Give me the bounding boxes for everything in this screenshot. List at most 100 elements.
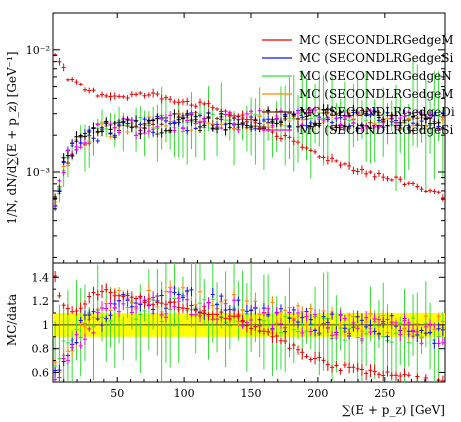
- main-mc1-point-33: [193, 103, 198, 110]
- main-mc1-point-84: [410, 181, 416, 186]
- ratio-mc4-point-74: [368, 308, 373, 319]
- ratio-mc4-point-0: [53, 357, 58, 366]
- ratio-mc6-point-10: [95, 309, 100, 315]
- main-mc6-point-6: [78, 145, 83, 150]
- main-data-point-87: [423, 113, 428, 124]
- legend-label-1: MC (SECONDLRGedgeSi: [299, 51, 453, 65]
- main-mc3-point-56: [291, 74, 296, 172]
- legend-label-3: MC (SECONDLRGedgeM: [299, 87, 454, 101]
- main-mc1-point-25: [159, 94, 164, 104]
- ratio-mc2-point-45: [244, 304, 249, 315]
- x-tick-label-4: 250: [374, 387, 395, 400]
- main-mc1-point-86: [419, 186, 424, 193]
- ratio-mc6-point-11: [99, 301, 105, 312]
- main-mc1-point-42: [232, 113, 237, 119]
- ratio-mc1-point-41: [227, 309, 232, 322]
- ratio-mc2-point-57: [295, 319, 301, 329]
- main-mc1-point-2: [61, 63, 66, 72]
- ratio-mc6-point-82: [402, 313, 407, 327]
- ratio-mc6-point-79: [389, 316, 394, 330]
- ratio-mc6-point-39: [219, 314, 224, 322]
- main-mc4-point-48: [257, 114, 262, 119]
- ratio-mc1-point-53: [278, 338, 284, 345]
- main-data-point-45: [244, 122, 249, 129]
- ratio-mc6-point-74: [368, 326, 373, 336]
- legend-label-0: MC (SECONDLRGedgeM: [299, 33, 454, 47]
- ratio-mc6-point-13: [108, 298, 113, 308]
- main-mc6-point-26: [163, 113, 168, 122]
- main-mc6-point-58: [300, 122, 305, 128]
- ratio-mc1-point-26: [163, 300, 168, 309]
- ratio-mc6-point-75: [372, 313, 377, 323]
- ratio-mc6-point-69: [347, 329, 352, 338]
- main-mc5-point-24: [155, 131, 160, 138]
- x-tick-label-2: 150: [241, 387, 262, 400]
- ratio-mc6-point-42: [232, 296, 237, 305]
- main-mc1-point-87: [423, 189, 428, 193]
- ratio-mc1-point-20: [138, 293, 143, 299]
- ratio-mc2-point-72: [359, 313, 364, 325]
- main-data-point-50: [266, 106, 271, 115]
- ratio-mc2-point-37: [210, 288, 215, 298]
- main-data-point-8: [87, 129, 92, 135]
- ratio-mc4-point-44: [240, 307, 245, 316]
- main-mc3-point-68: [342, 81, 347, 117]
- ratio-mc1-point-8: [87, 291, 92, 304]
- main-mc1-point-54: [283, 132, 288, 139]
- main-data-point-81: [398, 119, 403, 127]
- ratio-mc1-point-7: [82, 300, 88, 309]
- ratio-mc1-point-12: [104, 283, 109, 293]
- ratio-mc1-point-76: [376, 371, 382, 379]
- main-y-tick-label-0: 10⁻²: [26, 44, 50, 57]
- ratio-mc6-point-70: [351, 318, 356, 329]
- ratio-mc4-point-26: [163, 286, 168, 296]
- ratio-mc1-point-85: [415, 373, 420, 382]
- main-mc6-point-66: [334, 116, 339, 120]
- main-data-point-67: [338, 109, 343, 116]
- main-data-point-91: [440, 125, 445, 133]
- ratio-mc2-point-10: [95, 314, 100, 322]
- main-mc1-point-16: [121, 94, 126, 99]
- ratio-mc4-point-90: [436, 313, 441, 321]
- main-mc6-point-19: [134, 131, 139, 140]
- main-data-point-23: [151, 118, 156, 123]
- ratio-mc1-point-54: [283, 335, 288, 345]
- main-mc3-point-35: [202, 101, 207, 161]
- ratio-mc6-point-61: [312, 309, 318, 319]
- main-data-point-63: [321, 104, 326, 116]
- main-mc6-point-64: [325, 115, 330, 120]
- main-data-point-88: [428, 117, 433, 130]
- main-data-point-31: [185, 109, 190, 118]
- main-mc1-point-68: [342, 162, 347, 166]
- main-mc5-point-25: [159, 122, 164, 126]
- main-data-point-19: [134, 115, 139, 127]
- main-data-point-43: [236, 120, 241, 129]
- ratio-mc1-point-82: [402, 368, 407, 378]
- main-mc2-point-9: [91, 134, 96, 143]
- ratio-mc2-point-91: [440, 324, 445, 336]
- ratio-mc2-point-56: [291, 306, 296, 316]
- ratio-mc6-point-90: [436, 337, 441, 348]
- main-data-point-40: [223, 124, 228, 136]
- main-mc2-point-31: [185, 126, 190, 135]
- ratio-mc1-point-75: [372, 364, 377, 376]
- main-data-point-5: [74, 131, 79, 143]
- legend-label-5: MC (SECONDLRGedgeSi: [299, 123, 453, 137]
- main-mc3-point-47: [253, 98, 258, 165]
- main-mc1-point-61: [312, 149, 318, 155]
- main-mc1-point-14: [112, 92, 117, 100]
- main-mc2-point-58: [300, 115, 305, 120]
- ratio-mc1-point-61: [312, 352, 318, 365]
- ratio-mc6-point-40: [223, 299, 228, 308]
- ratio-mc3-point-22: [146, 268, 151, 351]
- ratio-mc1-point-17: [125, 290, 130, 299]
- main-mc1-point-45: [244, 116, 249, 123]
- main-mc6-point-10: [95, 122, 100, 127]
- ratio-mc3-point-77: [381, 282, 386, 382]
- main-mc1-point-89: [432, 188, 437, 194]
- ratio-mc2-point-53: [278, 304, 284, 312]
- main-data-point-24: [155, 113, 160, 124]
- main-mc5-point-65: [330, 125, 335, 131]
- ratio-mc1-point-19: [134, 295, 139, 302]
- ratio-y-tick-label-0: 0.6: [32, 366, 50, 379]
